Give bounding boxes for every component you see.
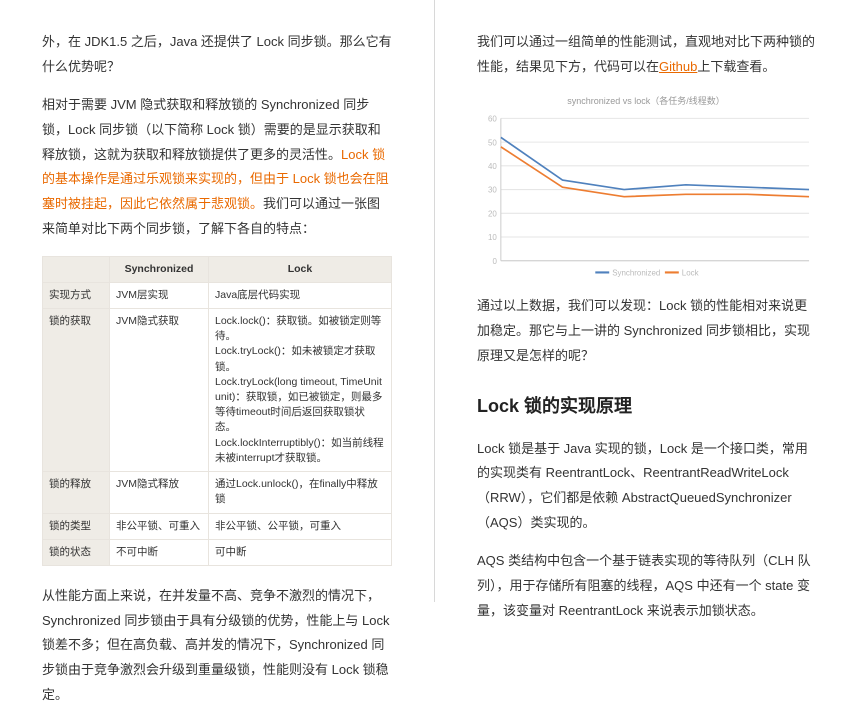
cell-lock: Lock.lock()：获取锁。如被锁定则等待。Lock.tryLock()：如… xyxy=(209,308,392,471)
th-lock: Lock xyxy=(209,256,392,282)
cell-lock: 非公平锁、公平锁，可重入 xyxy=(209,513,392,539)
github-link[interactable]: Github xyxy=(659,59,697,74)
comparison-table: Synchronized Lock 实现方式JVM层实现Java底层代码实现锁的… xyxy=(42,256,392,567)
svg-text:Synchronized: Synchronized xyxy=(612,269,661,278)
svg-text:Lock: Lock xyxy=(682,269,700,278)
row-header: 锁的释放 xyxy=(43,472,110,513)
text: 相对于需要 JVM 隐式获取和释放锁的 Synchronized 同步锁，Loc… xyxy=(42,97,381,161)
cell-lock: 可中断 xyxy=(209,539,392,565)
svg-text:50: 50 xyxy=(488,139,497,148)
cell-sync: JVM层实现 xyxy=(110,282,209,308)
section-heading: Lock 锁的实现原理 xyxy=(477,389,815,423)
text: 上下载查看。 xyxy=(697,59,775,74)
svg-text:10: 10 xyxy=(488,233,497,242)
para-impl1: Lock 锁是基于 Java 实现的锁，Lock 是一个接口类，常用的实现类有 … xyxy=(477,437,815,536)
chart-svg: 0 10 20 30 40 50 60 Synchronized Lock xyxy=(477,112,815,282)
cell-lock: Java底层代码实现 xyxy=(209,282,392,308)
row-header: 锁的类型 xyxy=(43,513,110,539)
para-perf: 从性能方面上来说，在并发量不高、竞争不激烈的情况下，Synchronized 同… xyxy=(42,584,392,707)
para-compare: 相对于需要 JVM 隐式获取和释放锁的 Synchronized 同步锁，Loc… xyxy=(42,93,392,241)
cell-sync: 非公平锁、可重入 xyxy=(110,513,209,539)
left-column: 外，在 JDK1.5 之后，Java 还提供了 Lock 同步锁。那么它有什么优… xyxy=(0,0,435,602)
right-column: 我们可以通过一组简单的性能测试，直观地对比下两种锁的性能，结果见下方，代码可以在… xyxy=(435,0,857,602)
para-test: 我们可以通过一组简单的性能测试，直观地对比下两种锁的性能，结果见下方，代码可以在… xyxy=(477,30,815,79)
row-header: 实现方式 xyxy=(43,282,110,308)
svg-text:40: 40 xyxy=(488,162,497,171)
para-intro: 外，在 JDK1.5 之后，Java 还提供了 Lock 同步锁。那么它有什么优… xyxy=(42,30,392,79)
svg-text:60: 60 xyxy=(488,115,497,124)
svg-text:0: 0 xyxy=(492,257,497,266)
cell-lock: 通过Lock.unlock()，在finally中释放锁 xyxy=(209,472,392,513)
perf-chart: synchronized vs lock（各任务/线程数） 0 10 20 30 40 5… xyxy=(477,93,815,282)
svg-text:20: 20 xyxy=(488,210,497,219)
cell-sync: JVM隐式释放 xyxy=(110,472,209,513)
row-header: 锁的获取 xyxy=(43,308,110,471)
chart-title: synchronized vs lock（各任务/线程数） xyxy=(477,93,815,110)
th-sync: Synchronized xyxy=(110,256,209,282)
cell-sync: JVM隐式获取 xyxy=(110,308,209,471)
para-impl2: AQS 类结构中包含一个基于链表实现的等待队列（CLH 队列），用于存储所有阻塞… xyxy=(477,549,815,623)
row-header: 锁的状态 xyxy=(43,539,110,565)
cell-sync: 不可中断 xyxy=(110,539,209,565)
para-finding: 通过以上数据，我们可以发现：Lock 锁的性能相对来说更加稳定。那它与上一讲的 … xyxy=(477,294,815,368)
svg-text:30: 30 xyxy=(488,186,497,195)
th-blank xyxy=(43,256,110,282)
